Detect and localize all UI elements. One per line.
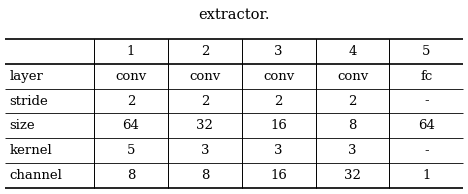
Text: conv: conv xyxy=(263,70,294,83)
Text: 1: 1 xyxy=(422,169,431,182)
Text: 2: 2 xyxy=(127,94,135,107)
Text: 5: 5 xyxy=(127,144,135,157)
Text: 3: 3 xyxy=(274,144,283,157)
Text: 32: 32 xyxy=(197,120,213,133)
Text: size: size xyxy=(9,120,35,133)
Text: -: - xyxy=(424,144,429,157)
Text: fc: fc xyxy=(420,70,432,83)
Text: 5: 5 xyxy=(422,45,431,58)
Text: 2: 2 xyxy=(201,94,209,107)
Text: 8: 8 xyxy=(201,169,209,182)
Text: 64: 64 xyxy=(418,120,435,133)
Text: stride: stride xyxy=(9,94,48,107)
Text: 3: 3 xyxy=(348,144,357,157)
Text: 16: 16 xyxy=(271,120,287,133)
Text: conv: conv xyxy=(189,70,220,83)
Text: 2: 2 xyxy=(275,94,283,107)
Text: 1: 1 xyxy=(127,45,135,58)
Text: 4: 4 xyxy=(348,45,357,58)
Text: layer: layer xyxy=(9,70,43,83)
Text: extractor.: extractor. xyxy=(198,8,270,22)
Text: 3: 3 xyxy=(201,144,209,157)
Text: 32: 32 xyxy=(344,169,361,182)
Text: 64: 64 xyxy=(123,120,139,133)
Text: 16: 16 xyxy=(271,169,287,182)
Text: 8: 8 xyxy=(348,120,357,133)
Text: conv: conv xyxy=(337,70,368,83)
Text: channel: channel xyxy=(9,169,62,182)
Text: 8: 8 xyxy=(127,169,135,182)
Text: 2: 2 xyxy=(201,45,209,58)
Text: 3: 3 xyxy=(274,45,283,58)
Text: kernel: kernel xyxy=(9,144,52,157)
Text: 2: 2 xyxy=(348,94,357,107)
Text: conv: conv xyxy=(116,70,146,83)
Text: -: - xyxy=(424,94,429,107)
